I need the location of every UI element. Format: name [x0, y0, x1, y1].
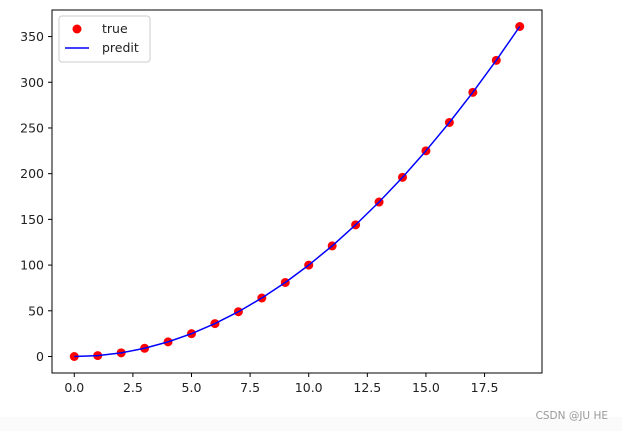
legend-marker-true: [72, 24, 82, 34]
x-tick-label: 10.0: [295, 380, 323, 395]
x-tick-label: 12.5: [353, 380, 381, 395]
y-tick-label: 250: [20, 120, 44, 135]
x-tick-label: 5.0: [182, 380, 202, 395]
x-tick-label: 17.5: [471, 380, 499, 395]
y-tick-label: 100: [20, 258, 44, 273]
axes-frame: [51, 9, 543, 374]
x-tick-label: 2.5: [123, 380, 143, 395]
watermark: CSDN @JU HE: [535, 410, 608, 422]
bottom-strip: [0, 417, 622, 431]
y-tick-label: 200: [20, 166, 44, 181]
x-tick-label: 0.0: [64, 380, 84, 395]
y-tick-label: 350: [20, 29, 44, 44]
plot-area: 0.0 2.5 5.0 7.5 10.0 12.5 15.0 17.5 0 50 100 150 200…: [20, 9, 543, 395]
legend-box: [58, 15, 151, 63]
y-tick-label: 150: [20, 212, 44, 227]
y-tick-label: 300: [20, 75, 44, 90]
x-tick-label: 7.5: [240, 380, 260, 395]
legend-label-predit: predit: [102, 40, 139, 55]
legend-label-true: true: [102, 21, 128, 36]
y-tick-label: 0: [36, 349, 44, 364]
predit-line: [74, 26, 521, 358]
x-tick-label: 15.0: [412, 380, 440, 395]
y-tick-label: 50: [28, 303, 44, 318]
legend: true predit: [58, 15, 151, 63]
